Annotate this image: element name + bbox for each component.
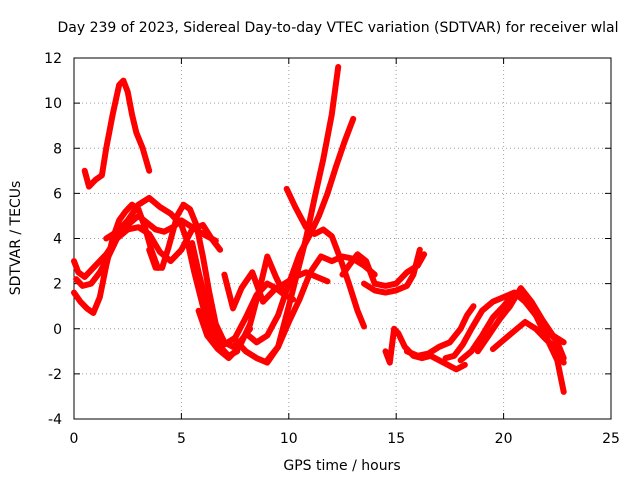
series-arc-12 [264, 253, 378, 364]
x-tick-label: 15 [387, 431, 405, 447]
y-tick-label: 4 [53, 232, 62, 248]
x-axis-label: GPS time / hours [283, 458, 400, 474]
series-arc-6 [146, 201, 254, 350]
y-tick-label: 12 [44, 51, 62, 67]
y-tick-label: -4 [48, 412, 62, 428]
x-tick-label: 5 [177, 431, 186, 447]
y-axis-label: SDTVAR / TECUs [8, 181, 24, 296]
y-tick-label: 8 [53, 141, 62, 157]
x-tick-label: 20 [495, 431, 513, 447]
data-series [71, 64, 567, 395]
series-arc-20 [474, 285, 567, 355]
y-tick-label: 0 [53, 322, 62, 338]
series-arc-21 [489, 319, 567, 366]
series-arc-11 [242, 115, 357, 346]
y-tick-label: 2 [53, 277, 62, 293]
axis-ticks: 0 5 10 15 20 25 -4 -2 0 2 4 6 8 10 12 [44, 51, 620, 447]
y-tick-label: 10 [44, 96, 62, 112]
series-arc-10 [232, 64, 342, 366]
series-arc-1 [81, 77, 153, 190]
x-tick-label: 25 [602, 431, 620, 447]
series-arc-13 [283, 185, 367, 330]
chart-title: Day 239 of 2023, Sidereal Day-to-day VTE… [57, 20, 618, 36]
series-arc-17 [403, 303, 477, 359]
series-arc-15 [361, 246, 423, 296]
series-arc-3 [73, 212, 219, 289]
y-tick-label: -2 [48, 367, 62, 383]
x-tick-label: 0 [70, 431, 79, 447]
x-tick-label: 10 [280, 431, 298, 447]
series-arc-5 [103, 194, 241, 359]
y-tick-label: 6 [53, 186, 62, 202]
